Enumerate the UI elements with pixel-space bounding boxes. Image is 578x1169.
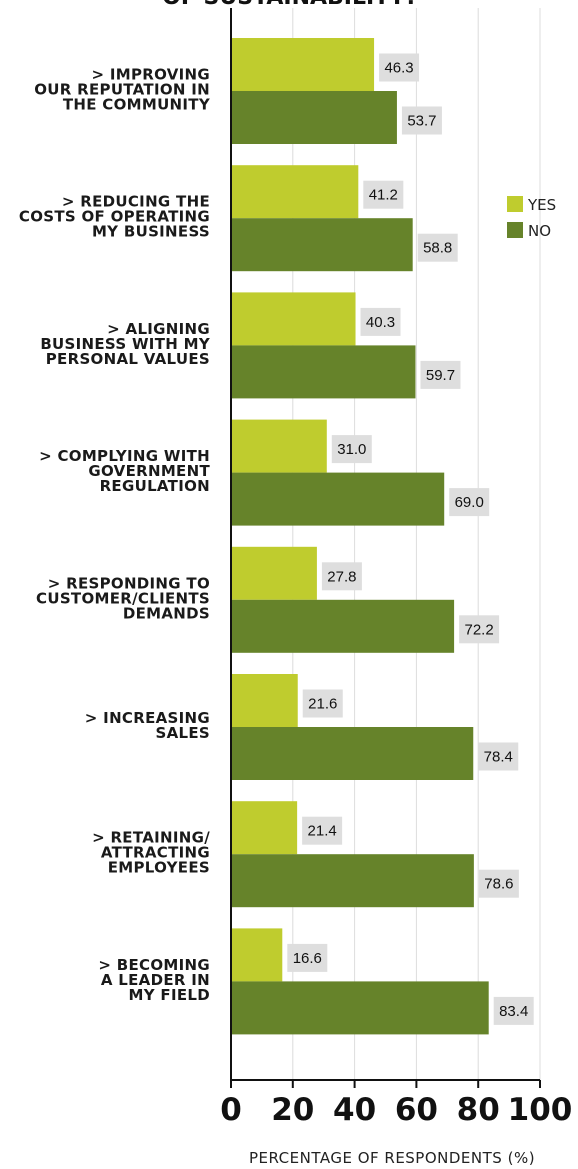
bar-no xyxy=(231,599,455,653)
bar-no xyxy=(231,91,397,144)
bar-yes xyxy=(231,928,283,982)
value-label: 53.7 xyxy=(407,113,436,130)
value-label-box xyxy=(449,488,490,517)
value-label: 41.2 xyxy=(369,187,398,204)
value-label: 16.6 xyxy=(293,950,322,967)
category-label: OUR REPUTATION IN xyxy=(34,81,210,99)
bar-yes xyxy=(231,801,298,855)
bar-yes xyxy=(231,419,327,473)
value-label: 46.3 xyxy=(384,60,413,77)
category-label: COSTS OF OPERATING xyxy=(19,208,210,226)
category-label: > COMPLYING WITH xyxy=(39,447,210,465)
category-label: > IMPROVING xyxy=(91,66,210,84)
value-label-box xyxy=(401,106,442,135)
category-label: > RETAINING/ xyxy=(92,829,210,847)
bar-yes xyxy=(231,165,359,219)
category-label: > INCREASING xyxy=(85,709,210,727)
value-label: 31.0 xyxy=(337,441,366,458)
legend-swatch xyxy=(507,196,523,212)
value-label: 58.8 xyxy=(423,240,452,257)
value-label-box xyxy=(363,180,404,209)
value-label-box xyxy=(379,53,420,82)
value-label: 21.4 xyxy=(308,823,337,840)
category-label: A LEADER IN xyxy=(101,971,210,989)
value-label: 21.6 xyxy=(308,696,337,713)
category-label: GOVERNMENT xyxy=(88,462,210,480)
bar-no xyxy=(231,727,474,780)
value-label: 59.7 xyxy=(426,367,455,384)
legend: YES NO xyxy=(507,196,556,240)
bar-no xyxy=(231,345,416,399)
value-label-box xyxy=(287,943,328,972)
value-label: 83.4 xyxy=(499,1003,528,1020)
tick-label: 20 xyxy=(271,1092,314,1128)
bar-yes xyxy=(231,546,317,600)
bar-no xyxy=(231,218,413,272)
category-label: > REDUCING THE xyxy=(62,193,210,211)
value-label-box xyxy=(302,816,343,845)
category-label: > RESPONDING TO xyxy=(48,574,210,592)
category-label: > ALIGNING xyxy=(107,320,210,338)
bar-yes xyxy=(231,292,356,346)
bar-yes xyxy=(231,38,375,91)
category-label: REGULATION xyxy=(100,477,210,495)
value-label: 78.6 xyxy=(484,876,513,893)
category-label: PERSONAL VALUES xyxy=(46,350,210,368)
category-label: DEMANDS xyxy=(123,604,210,622)
category-label: ATTRACTING xyxy=(101,844,210,862)
value-label-box xyxy=(417,233,458,262)
value-label-box xyxy=(478,869,519,898)
category-label: BUSINESS WITH MY xyxy=(40,335,211,353)
legend-swatch xyxy=(507,222,523,238)
value-label: 27.8 xyxy=(327,568,356,585)
tick-label: 60 xyxy=(395,1092,438,1128)
category-label: THE COMMUNITY xyxy=(63,96,211,114)
value-label-box xyxy=(459,615,500,644)
category-label: SALES xyxy=(155,724,210,742)
bar-no xyxy=(231,472,445,526)
chart-title: OF SUSTAINABILITY? xyxy=(162,0,418,10)
legend-label: NO xyxy=(528,222,551,240)
tick-label: 80 xyxy=(457,1092,500,1128)
value-label-box xyxy=(302,689,343,718)
x-axis: 0 20 40 60 80 100 xyxy=(220,8,572,1128)
value-label-box xyxy=(478,742,519,771)
tick-label: 40 xyxy=(333,1092,376,1128)
category-label: MY BUSINESS xyxy=(92,223,210,241)
value-label: 69.0 xyxy=(455,494,484,511)
value-label: 78.4 xyxy=(484,749,513,766)
value-label-box xyxy=(420,360,461,389)
value-label-box xyxy=(360,307,401,336)
bar-yes xyxy=(231,674,298,727)
tick-label: 100 xyxy=(508,1092,573,1128)
tick-label: 0 xyxy=(220,1092,242,1128)
category-label: CUSTOMER/CLIENTS xyxy=(36,589,210,607)
value-label-box xyxy=(331,435,372,464)
bars-layer: 46.3 53.7 41.2 58.8 40.3 59.7 31.0 69.0 27.8 72.2… xyxy=(231,38,534,1035)
category-label: MY FIELD xyxy=(129,986,211,1004)
x-axis-title: PERCENTAGE OF RESPONDENTS (%) xyxy=(249,1149,535,1167)
bar-no xyxy=(231,981,489,1035)
bar-no xyxy=(231,854,474,908)
category-label: > BECOMING xyxy=(98,956,210,974)
legend-label: YES xyxy=(527,196,556,214)
value-label: 40.3 xyxy=(366,314,395,331)
value-label-box xyxy=(493,996,534,1025)
value-label: 72.2 xyxy=(464,621,493,638)
value-label-box xyxy=(321,562,362,591)
category-label: EMPLOYEES xyxy=(108,859,210,877)
